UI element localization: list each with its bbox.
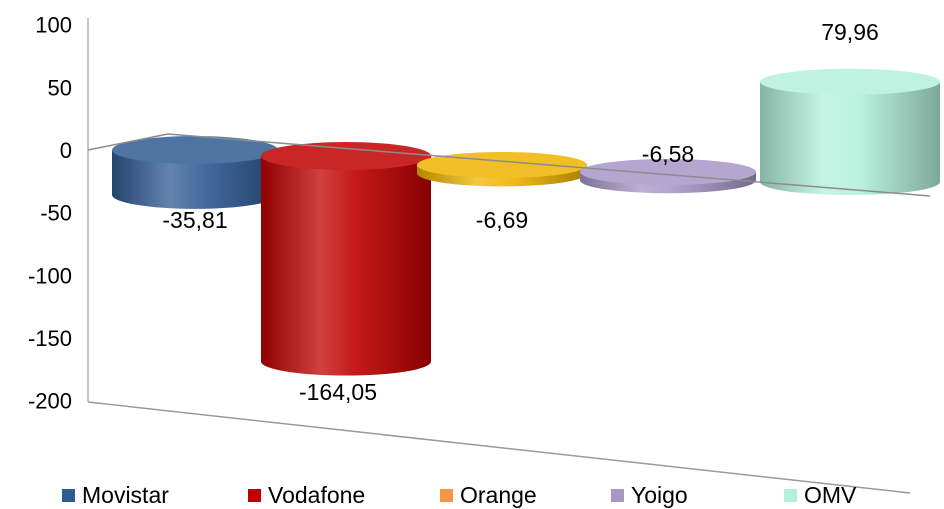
data-label: -35,81 [162,207,227,233]
chart-legend: Movistar Vodafone Orange Yoigo OMV [0,478,944,508]
zero-line-front [167,133,931,197]
legend-swatch [440,489,453,502]
legend-label: Orange [460,482,537,508]
data-label: -6,69 [476,207,528,233]
legend-label: Yoigo [631,482,688,508]
y-tick-label: -150 [28,326,72,351]
bar-omv [760,68,940,195]
legend-swatch [784,489,797,502]
y-tick-label: -100 [28,263,72,288]
y-tick-label: 100 [35,13,72,38]
legend-item: Orange [440,482,537,509]
legend-label: OMV [804,482,857,508]
zero-line-back [87,133,169,151]
legend-item: Movistar [62,482,169,509]
bar-body [261,156,431,376]
legend-item: OMV [784,482,856,509]
y-tick-label: 0 [60,138,72,163]
bar-orange [417,152,587,187]
legend-item: Vodafone [248,482,365,509]
floor-back-edge [87,401,911,494]
data-label: 79,96 [821,19,879,45]
bar-top-cap [261,142,431,170]
y-tick-label: -50 [40,201,72,226]
bar-top-cap [760,68,940,95]
legend-label: Vodafone [268,482,366,508]
y-tick-label: -200 [28,389,72,414]
bar-top-cap [112,136,278,164]
data-label: -6,58 [642,141,694,167]
legend-swatch [62,489,75,502]
bar-vodafone [261,142,431,376]
legend-item: Yoigo [611,482,688,509]
legend-label: Movistar [82,482,169,508]
legend-swatch [611,489,624,502]
bar-body [112,150,278,209]
legend-swatch [248,489,261,502]
bar-movistar [112,136,278,209]
bar-top-cap [417,152,587,178]
y-tick-label: 50 [48,75,72,100]
data-label: -164,05 [299,379,377,405]
bar-body [760,81,940,195]
